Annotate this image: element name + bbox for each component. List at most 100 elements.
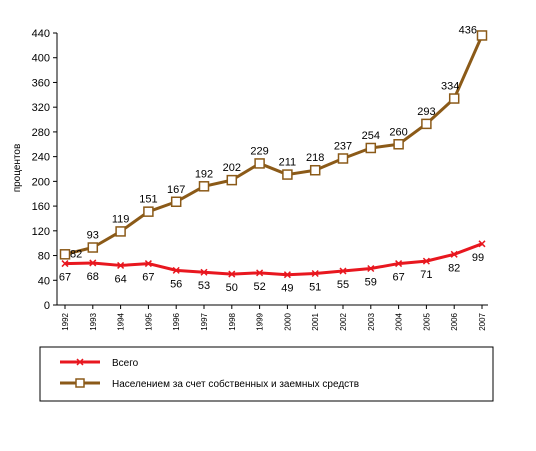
series-2-data-label: 202 [223,162,241,174]
series-1-data-label: 82 [448,262,460,274]
series-1-data-label: 64 [114,273,126,285]
series-2-point [254,158,265,169]
x-tick-label: 2003 [367,312,376,330]
series-1-point [61,260,69,268]
series-2-data-label: 218 [306,152,324,164]
series-2-data-label: 237 [334,140,352,152]
y-tick-label: 240 [32,152,50,164]
x-tick-label: 2000 [283,312,292,330]
series-2-data-label: 93 [87,230,99,242]
series-1-point [144,260,152,268]
y-axis-label: процентов [12,144,23,193]
series-2-point [337,153,349,164]
series-2-point [282,169,293,180]
y-tick-label: 200 [32,176,50,188]
series-1-data-label: 53 [198,280,210,292]
series-2-point [115,226,126,237]
y-tick-label: 80 [38,251,50,263]
x-tick-label: 1998 [228,312,237,330]
series-1-data-label: 59 [365,277,377,289]
series-line-1 [64,242,483,277]
y-tick-label: 360 [32,77,50,89]
y-tick-label: 280 [32,127,50,139]
series-2-data-label: 151 [139,194,157,206]
series-1-point [117,261,125,269]
series-1-data-label: 68 [87,271,99,283]
series-2-point [143,206,154,217]
series-1-point [283,271,291,279]
x-tick-label: 2006 [450,312,459,330]
series-2-data-label: 260 [389,126,407,138]
x-tick-label: 2005 [422,312,431,330]
x-tick-label: 2007 [478,312,487,330]
x-tick-label: 1994 [117,312,126,330]
series-1-point [200,268,208,276]
y-tick-label: 40 [38,275,50,287]
series-1-point [395,260,403,268]
series-2-point [448,93,460,104]
series-1-point [478,240,486,248]
series-1-point [89,259,97,267]
series-2-point [59,249,71,260]
series-2-data-label: 334 [441,81,459,93]
y-tick-label: 120 [32,226,50,238]
series-2-point [170,196,182,208]
series-2-data-label: 119 [112,213,130,225]
legend: Всего Населением за счет собственных и з… [39,346,494,402]
series-1-point [228,270,236,278]
series-2-point [421,118,432,130]
series-1-point [339,267,347,275]
series-1-data-label: 67 [59,272,71,284]
series-1-data-label: 51 [309,281,321,293]
series-1-data-label: 56 [170,278,182,290]
series-1-point [256,269,264,277]
y-tick-label: 440 [32,28,50,40]
legend-marker-series-2 [75,378,85,388]
series-2-point [476,30,488,41]
x-tick-label: 1993 [89,312,98,330]
x-tick-label: 1992 [61,312,70,330]
legend-box [39,346,494,402]
legend-marker-series-1 [76,358,84,366]
series-1-point [422,257,430,265]
y-ticks: 0 40 80 120 160 200 240 280 320 360 400 440 [32,28,57,312]
x-tick-label: 2002 [339,312,348,330]
series-1-data-label: 55 [337,279,349,291]
series-1-data-label: 67 [392,272,404,284]
series-1-point [311,269,319,278]
x-tick-label: 1996 [172,312,181,330]
y-tick-label: 320 [32,102,50,114]
series-1-data-label: 49 [281,283,293,295]
series-2-point [309,164,321,176]
legend-label-series-1: Всего [112,358,139,369]
series-1-point [450,250,458,258]
series-1-point [172,266,180,274]
x-tick-label: 1995 [144,312,153,330]
series-2-data-label: 436 [459,24,477,36]
x-ticks: 1992 1993 1994 1995 1996 1997 1998 1999 2000 2001… [61,305,487,331]
series-2-data-label: 293 [417,106,435,118]
series-2-data-label: 192 [195,168,213,180]
axes [56,33,488,306]
y-tick-label: 400 [32,53,50,65]
series-2-point [393,139,404,150]
y-tick-label: 160 [32,201,50,213]
series-1-data-label: 67 [142,272,154,284]
series-2-data-label: 82 [70,248,82,260]
series [59,30,488,279]
x-tick-label: 1997 [200,312,209,330]
series-2-data-label: 254 [362,130,380,142]
series-2-data-label: 229 [250,145,268,157]
series-2-point [365,142,377,154]
series-2-data-label: 167 [167,184,185,196]
legend-label-series-2: Населением за счет собственных и заемных… [112,378,359,390]
series-2-data-label: 211 [279,157,297,169]
series-1-data-label: 71 [420,269,432,281]
x-tick-label: 2004 [395,312,404,330]
series-2-point [87,242,99,253]
series-1-point [367,264,375,273]
series-1-data-label: 52 [253,281,265,293]
series-1-data-label: 99 [472,252,484,264]
y-tick-label: 0 [44,300,50,312]
series-1-data-label: 50 [226,282,238,294]
